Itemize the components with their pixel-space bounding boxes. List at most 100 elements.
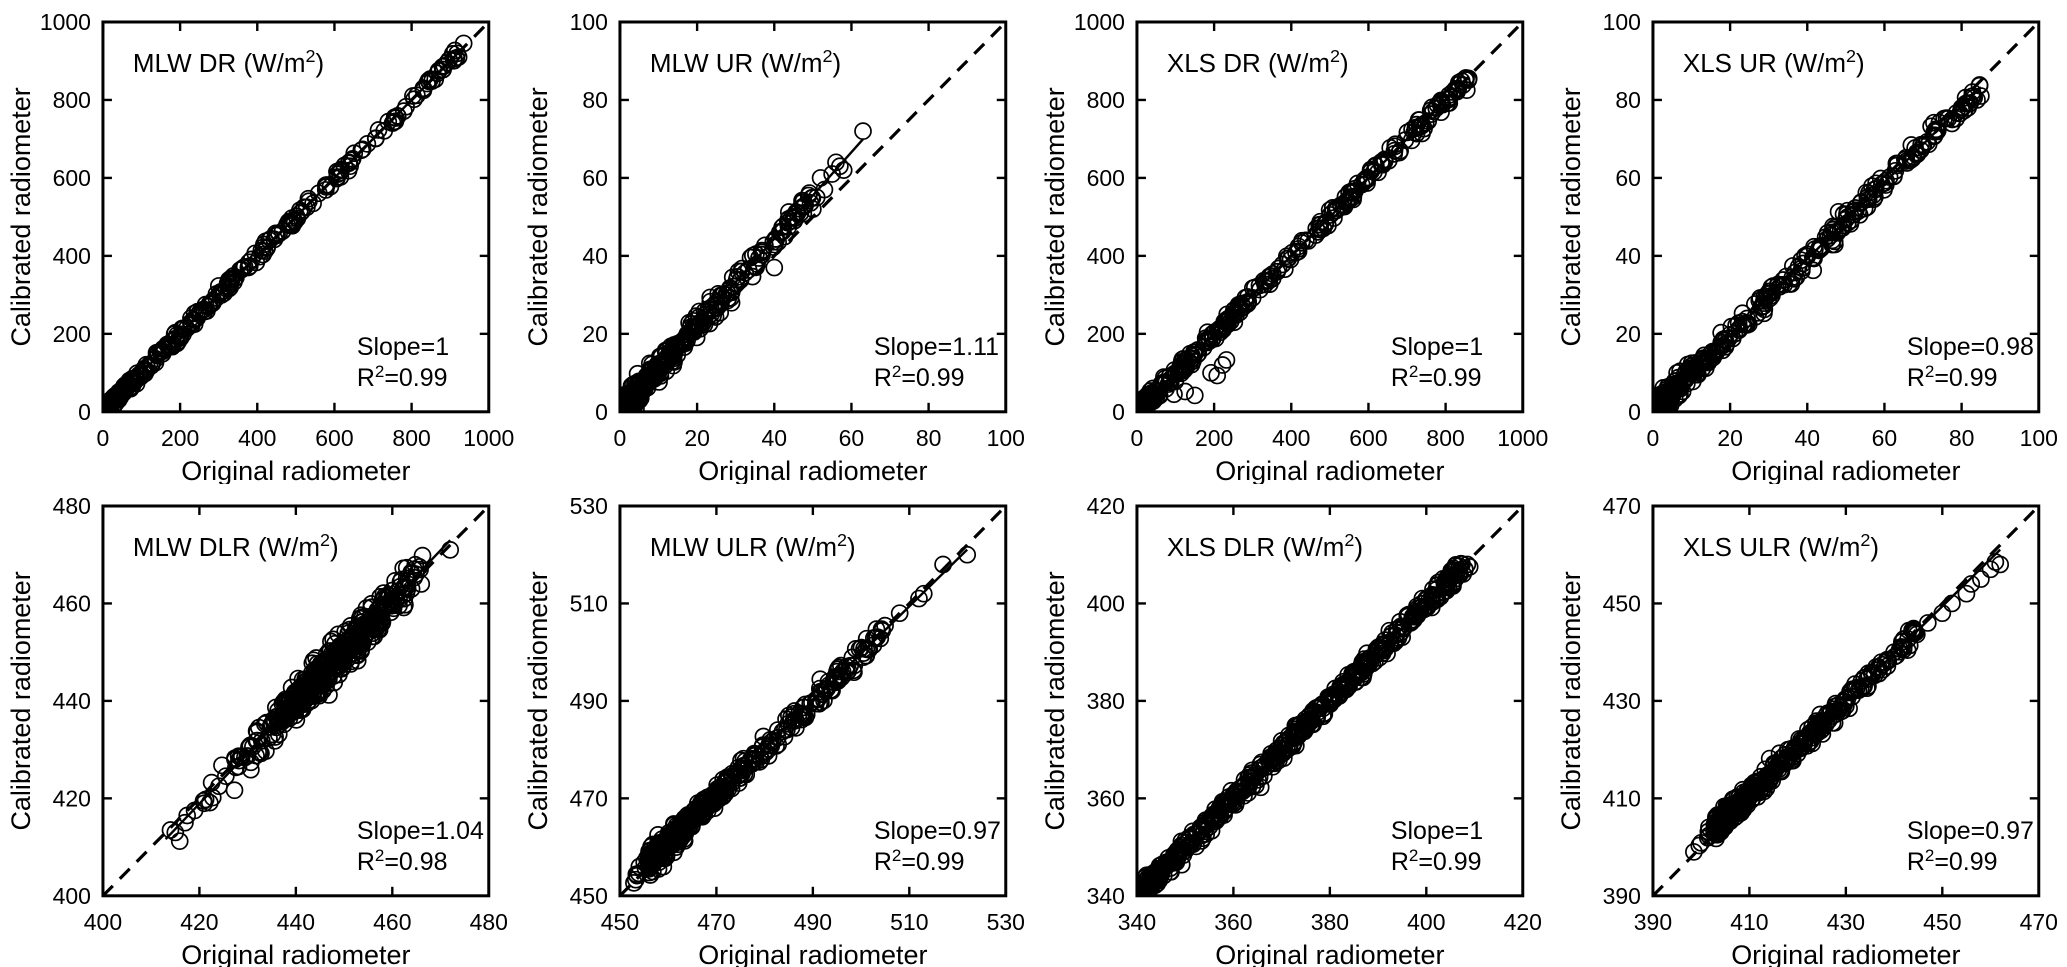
plot-area — [619, 505, 1006, 896]
r2-annotation: R2=0.99 — [1390, 362, 1481, 392]
axes-box — [618, 20, 1008, 414]
x-axis-label: Original radiometer — [1215, 940, 1444, 967]
x-tick-label: 490 — [793, 909, 831, 935]
r2-annotation: R2=0.99 — [874, 846, 965, 876]
panel-cell-xls-ur: 0 20 40 60 80 100 0 20 40 60 80 100 XLS UR (W/m2) Slo… — [1550, 0, 2067, 484]
y-tick-label: 1000 — [40, 9, 91, 35]
y-tick-label: 1000 — [1073, 9, 1124, 35]
y-axis-label: Calibrated radiometer — [523, 87, 553, 346]
x-tick-label: 400 — [84, 909, 122, 935]
y-tick-label: 100 — [569, 9, 607, 35]
x-tick-label: 80 — [1949, 425, 1975, 451]
panel-cell-mlw-ulr: 450 470 490 510 530 450 470 490 510 530 MLW ULR (W… — [517, 484, 1034, 967]
y-tick-label: 0 — [595, 399, 608, 425]
y-tick-label: 390 — [1603, 883, 1641, 909]
y-tick-label: 800 — [1086, 87, 1124, 113]
x-tick-label: 450 — [1923, 909, 1961, 935]
scatter-panel-xls-ulr: 390 410 430 450 470 390 410 430 450 470 XLS ULR (W… — [1556, 493, 2058, 967]
x-tick-label: 420 — [180, 909, 218, 935]
y-tick-label: 450 — [569, 883, 607, 909]
x-tick-label: 1000 — [463, 425, 514, 451]
x-tick-label: 40 — [1795, 425, 1821, 451]
scatter-points — [161, 540, 460, 850]
x-tick-label: 400 — [238, 425, 276, 451]
plot-area — [102, 505, 489, 896]
tick-marks — [618, 20, 1007, 413]
x-tick-label: 60 — [838, 425, 864, 451]
x-tick-label: 0 — [1647, 425, 1660, 451]
slope-annotation: Slope=1.11 — [874, 333, 999, 361]
x-tick-label: 360 — [1214, 909, 1252, 935]
tick-marks — [1652, 504, 2041, 897]
x-tick-label: 480 — [470, 909, 508, 935]
y-axis-label: Calibrated radiometer — [6, 571, 36, 830]
y-tick-label: 800 — [53, 87, 91, 113]
y-tick-label: 480 — [53, 493, 91, 519]
scatter-panel-xls-dr: 0 200 400 600 800 1000 0 200 400 600 800 1000 XLS DR… — [1039, 9, 1547, 484]
y-tick-label: 460 — [53, 590, 91, 616]
x-axis-label: Original radiometer — [181, 456, 410, 484]
y-tick-label: 80 — [582, 87, 608, 113]
panel-cell-xls-ulr: 390 410 430 450 470 390 410 430 450 470 XLS ULR (W… — [1550, 484, 2067, 967]
axes-box — [101, 20, 491, 414]
y-axis-label: Calibrated radiometer — [1556, 571, 1586, 830]
scatter-points — [624, 545, 976, 892]
x-tick-label: 460 — [373, 909, 411, 935]
y-tick-label: 400 — [1086, 590, 1124, 616]
x-tick-label: 390 — [1634, 909, 1672, 935]
slope-annotation: Slope=0.97 — [1907, 817, 2034, 845]
y-tick-label: 200 — [1086, 321, 1124, 347]
y-tick-label: 600 — [53, 165, 91, 191]
x-tick-label: 100 — [2020, 425, 2058, 451]
x-tick-label: 40 — [761, 425, 787, 451]
scatter-panel-mlw-dr: 0 200 400 600 800 1000 0 200 400 600 800 1000 MLW DR… — [6, 9, 514, 484]
x-tick-label: 400 — [1407, 909, 1445, 935]
y-tick-label: 470 — [569, 785, 607, 811]
slope-annotation: Slope=1 — [1390, 333, 1482, 361]
axes-box — [1651, 20, 2041, 414]
panel-title: XLS UR (W/m2) — [1683, 46, 1865, 78]
x-tick-label: 410 — [1730, 909, 1768, 935]
y-tick-label: 0 — [78, 399, 91, 425]
x-tick-label: 800 — [392, 425, 430, 451]
x-tick-label: 0 — [97, 425, 110, 451]
plot-area — [619, 21, 1006, 412]
slope-annotation: Slope=1 — [357, 333, 449, 361]
x-axis-label: Original radiometer — [1731, 456, 1960, 484]
x-tick-label: 470 — [697, 909, 735, 935]
x-tick-label: 400 — [1272, 425, 1310, 451]
y-tick-label: 410 — [1603, 785, 1641, 811]
y-tick-label: 360 — [1086, 785, 1124, 811]
panel-title: MLW ULR (W/m2) — [650, 530, 856, 562]
y-tick-label: 400 — [53, 243, 91, 269]
r2-annotation: R2=0.99 — [1907, 362, 1998, 392]
x-tick-label: 200 — [1194, 425, 1232, 451]
y-axis-label: Calibrated radiometer — [6, 87, 36, 346]
y-tick-label: 490 — [569, 688, 607, 714]
panel-cell-xls-dr: 0 200 400 600 800 1000 0 200 400 600 800 1000 XLS DR… — [1034, 0, 1551, 484]
x-tick-label: 0 — [1130, 425, 1143, 451]
tick-marks — [1135, 504, 1524, 897]
y-tick-label: 60 — [582, 165, 608, 191]
y-tick-label: 0 — [1628, 399, 1641, 425]
y-axis-label: Calibrated radiometer — [1039, 571, 1069, 830]
y-tick-label: 80 — [1616, 87, 1642, 113]
y-tick-label: 470 — [1603, 493, 1641, 519]
y-tick-label: 450 — [1603, 590, 1641, 616]
tick-marks — [1652, 20, 2041, 413]
y-tick-label: 340 — [1086, 883, 1124, 909]
y-tick-label: 380 — [1086, 688, 1124, 714]
tick-marks — [618, 504, 1007, 897]
y-tick-label: 0 — [1112, 399, 1125, 425]
panel-title: XLS DLR (W/m2) — [1166, 530, 1362, 562]
x-tick-label: 450 — [601, 909, 639, 935]
slope-annotation: Slope=1 — [1390, 817, 1482, 845]
x-tick-label: 530 — [986, 909, 1024, 935]
y-tick-label: 40 — [1616, 243, 1642, 269]
x-tick-label: 600 — [1349, 425, 1387, 451]
y-axis-label: Calibrated radiometer — [1039, 87, 1069, 346]
scatter-panel-xls-dlr: 340 360 380 400 420 340 360 380 400 420 XLS DLR (W… — [1039, 493, 1541, 967]
x-tick-label: 80 — [916, 425, 942, 451]
panel-cell-xls-dlr: 340 360 380 400 420 340 360 380 400 420 XLS DLR (W… — [1034, 484, 1551, 967]
